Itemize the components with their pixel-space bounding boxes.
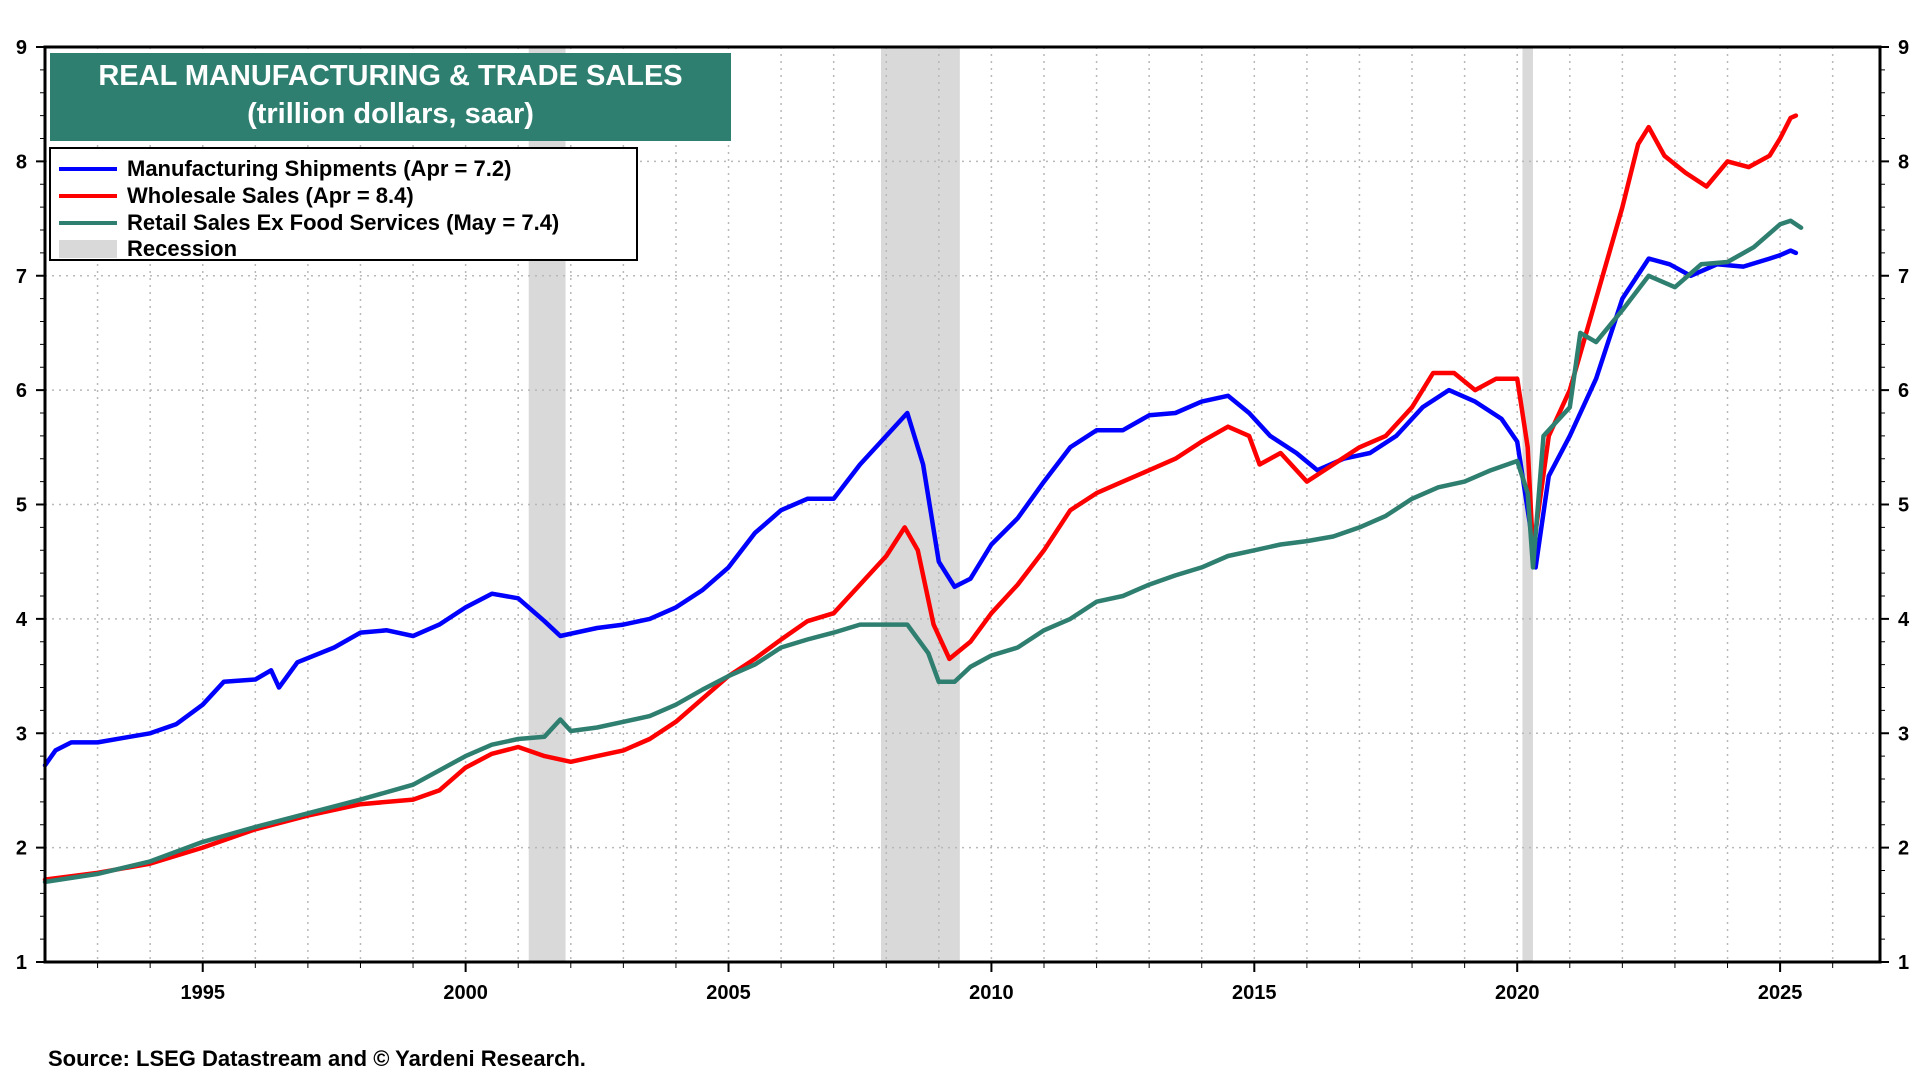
legend-swatch-wholesale [59,193,117,198]
series-line-3 [42,218,1804,885]
chart-subtitle: (trillion dollars, saar) [247,98,534,130]
axis-tick-labels: 1 1 2 2 3 3 4 4 5 5 6 6 7 7 8 8 9 9 1995 2000 2005 2010 2015 20… [16,37,1910,1004]
x-tick-label-2025: 2025 [1758,982,1803,1004]
legend-item-manufacturing: Manufacturing Shipments (Apr = 7.2) [59,155,511,182]
legend-swatch-retail [59,220,117,225]
legend-item-recession: Recession [59,235,237,262]
y-tick-label-left-2: 2 [16,838,27,860]
source-note: Source: LSEG Datastream and © Yardeni Re… [48,1046,586,1071]
chart-title-box: REAL MANUFACTURING & TRADE SALES (trilli… [50,53,731,141]
x-tick-label-2010: 2010 [969,982,1014,1004]
y-tick-label-right-6: 6 [1898,380,1909,402]
legend: Manufacturing Shipments (Apr = 7.2) Whol… [49,147,638,261]
axis-ticks [36,46,1889,972]
x-tick-label-2000: 2000 [443,982,488,1004]
y-tick-label-right-8: 8 [1898,151,1909,173]
x-tick-label-2015: 2015 [1232,982,1277,1004]
legend-swatch-manufacturing [59,166,117,171]
legend-item-retail: Retail Sales Ex Food Services (May = 7.4… [59,209,559,236]
y-tick-label-right-2: 2 [1898,838,1909,860]
series-line-2 [42,113,1799,882]
y-tick-label-right-1: 1 [1898,952,1909,974]
gridlines [45,47,1880,962]
legend-item-wholesale: Wholesale Sales (Apr = 8.4) [59,182,414,209]
y-tick-label-left-9: 9 [16,37,27,59]
y-tick-label-right-3: 3 [1898,723,1909,745]
y-tick-label-right-4: 4 [1898,609,1910,631]
y-tick-label-left-5: 5 [16,495,27,517]
y-tick-label-left-7: 7 [16,266,27,288]
series-line-1 [42,248,1799,768]
y-tick-label-left-6: 6 [16,380,27,402]
x-tick-label-2020: 2020 [1495,982,1540,1004]
y-tick-label-left-4: 4 [16,609,28,631]
y-tick-label-left-1: 1 [16,952,27,974]
x-tick-label-1995: 1995 [180,982,225,1004]
series-lines [42,113,1804,885]
chart-title: REAL MANUFACTURING & TRADE SALES [98,60,683,92]
legend-label-retail: Retail Sales Ex Food Services (May = 7.4… [127,209,560,235]
y-tick-label-right-5: 5 [1898,495,1909,517]
y-tick-label-right-7: 7 [1898,266,1909,288]
legend-label-wholesale: Wholesale Sales (Apr = 8.4) [127,182,414,208]
legend-label-recession: Recession [127,235,238,261]
y-tick-label-right-9: 9 [1898,37,1909,59]
x-tick-label-2005: 2005 [706,982,751,1004]
y-tick-label-left-3: 3 [16,723,27,745]
y-tick-label-left-8: 8 [16,151,27,173]
legend-swatch-recession [59,239,117,258]
legend-label-manufacturing: Manufacturing Shipments (Apr = 7.2) [127,155,512,181]
